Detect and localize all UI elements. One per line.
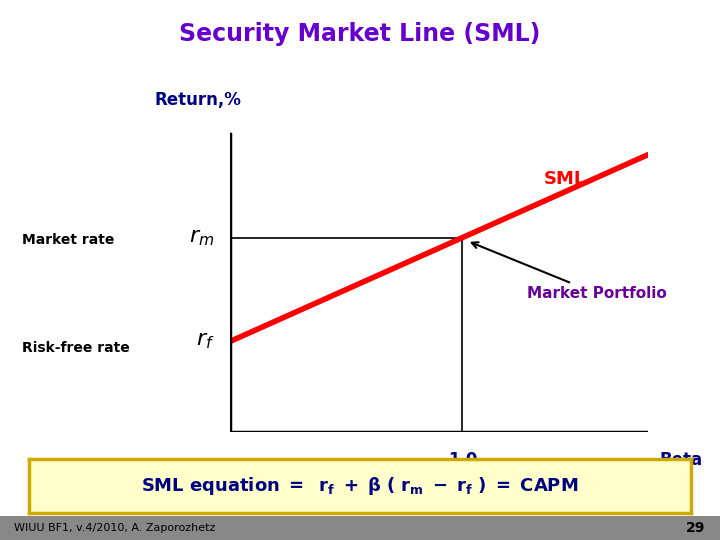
Text: Beta: Beta [660,451,703,469]
Text: WIUU BF1, v.4/2010, A. Zaporozhetz: WIUU BF1, v.4/2010, A. Zaporozhetz [14,523,216,533]
Text: Risk-free rate: Risk-free rate [22,341,130,355]
Text: SML: SML [544,170,586,188]
Text: $r_m$: $r_m$ [189,227,214,248]
Text: Security Market Line (SML): Security Market Line (SML) [179,22,541,45]
Text: Market rate: Market rate [22,233,114,247]
Text: Return,%: Return,% [155,91,242,109]
Text: 1.0: 1.0 [448,451,477,469]
Text: 29: 29 [686,521,706,535]
Text: $r_f$: $r_f$ [196,331,214,352]
Text: $\mathbf{SML\ equation\ =\ \ r_f\ +\ \beta\ (\ r_m\ -\ r_f\ )\ =\ CAPM}$: $\mathbf{SML\ equation\ =\ \ r_f\ +\ \be… [141,475,579,497]
Text: Market Portfolio: Market Portfolio [472,242,667,301]
